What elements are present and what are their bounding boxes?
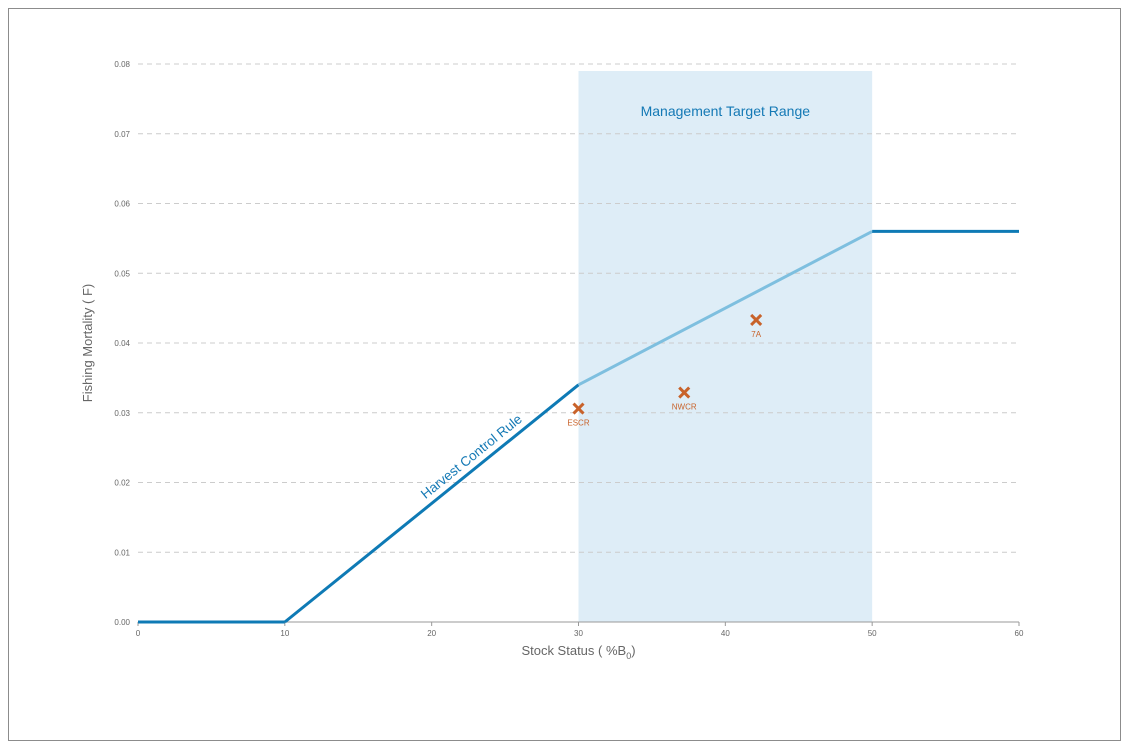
- y-tick-label: 0.03: [114, 409, 130, 418]
- tick-labels: 0.00 0.01 0.02 0.03 0.04 0.05 0.06 0.07 0.08 0 10 2…: [114, 60, 1024, 638]
- x-tick-label: 60: [1015, 629, 1024, 638]
- chart-frame: [8, 8, 1121, 741]
- cross-marker-stroke: [572, 402, 585, 415]
- y-tick-label: 0.08: [114, 60, 130, 69]
- x-tick-label: 30: [574, 629, 583, 638]
- cross-marker-stroke: [678, 386, 691, 399]
- y-tick-label: 0.07: [114, 130, 130, 139]
- x-tick-label: 20: [427, 629, 436, 638]
- stock-point-label: NWCR: [672, 403, 697, 412]
- target-range-layer: [578, 71, 873, 622]
- stock-point-label: 7A: [751, 330, 761, 339]
- target-range-label: Management Target Range: [641, 103, 811, 119]
- harvest-control-rule-label: Harvest Control Rule: [418, 411, 525, 501]
- target-range-band: [578, 71, 873, 622]
- rule-segment: [283, 383, 580, 624]
- x-tick-label: 10: [280, 629, 289, 638]
- x-tick-label: 40: [721, 629, 730, 638]
- x-axis-title-subscript: 0: [626, 651, 631, 661]
- stock-point-label: ESCR: [567, 419, 589, 428]
- x-tick-label: 50: [868, 629, 877, 638]
- y-axis-title: Fishing Mortality ( F): [80, 284, 95, 402]
- y-tick-label: 0.06: [114, 200, 130, 209]
- x-tick-label: 0: [136, 629, 141, 638]
- cross-marker-stroke: [750, 313, 763, 327]
- x-axis-title-main: Stock Status ( %B: [521, 643, 626, 658]
- rule-segment: [577, 230, 873, 387]
- stock-point-nwcr: NWCR: [672, 386, 697, 412]
- x-axis-title-end: ): [631, 643, 635, 658]
- y-tick-label: 0.00: [114, 618, 130, 627]
- x-axis-title: Stock Status ( %B0): [521, 643, 635, 661]
- y-tick-label: 0.01: [114, 548, 130, 557]
- y-tick-label: 0.04: [114, 339, 130, 348]
- gridlines: [138, 63, 1019, 553]
- y-tick-label: 0.02: [114, 479, 130, 488]
- harvest-control-rule-line: [138, 229, 1019, 624]
- y-tick-label: 0.05: [114, 269, 130, 278]
- stock-points: ESCR NWCR 7A: [567, 313, 763, 428]
- stock-point-escr: ESCR: [567, 402, 590, 428]
- stock-point-7a: 7A: [750, 313, 763, 339]
